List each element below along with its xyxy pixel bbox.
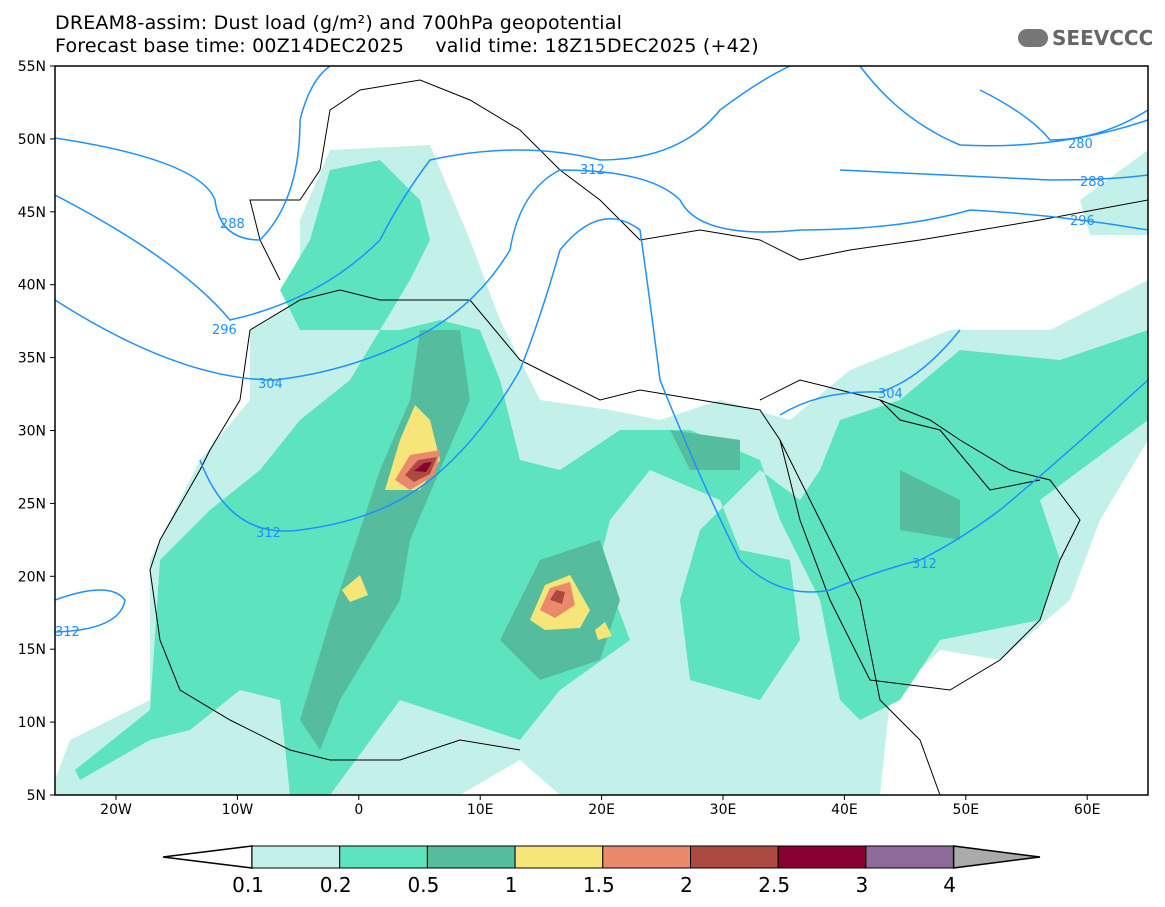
lat-label: 20N bbox=[18, 569, 46, 585]
colorbar-swatch bbox=[426, 845, 516, 869]
lat-label: 15N bbox=[18, 642, 46, 658]
contour-label: 312 bbox=[912, 557, 937, 572]
lat-label: 25N bbox=[18, 496, 46, 512]
lat-label: 40N bbox=[18, 278, 46, 294]
colorbar-swatch bbox=[514, 845, 604, 869]
dust-level-2.5 bbox=[414, 462, 432, 472]
lat-label: 55N bbox=[18, 59, 46, 75]
colorbar-tick-label: 0.2 bbox=[320, 873, 352, 897]
lat-label: 35N bbox=[18, 351, 46, 367]
colorbar-swatch bbox=[690, 845, 779, 869]
map-subtitle: Forecast base time: 00Z14DEC2025 valid t… bbox=[55, 35, 759, 57]
colorbar-over-arrow bbox=[952, 845, 1041, 869]
map-title: DREAM8-assim: Dust load (g/m²) and 700hP… bbox=[55, 12, 623, 34]
longitude-labels: 20W 10W 0 10E 20E 30E 40E 50E 60E bbox=[100, 795, 1101, 818]
colorbar-tick-label: 2 bbox=[680, 873, 693, 897]
colorbar-swatch bbox=[865, 845, 955, 869]
colorbar-swatch bbox=[602, 845, 691, 869]
contour-label: 312 bbox=[256, 526, 281, 541]
colorbar-tick-label: 3 bbox=[856, 873, 869, 897]
geopotential-contours bbox=[55, 66, 1148, 633]
contour-label: 304 bbox=[258, 377, 283, 392]
contour-label: 288 bbox=[1080, 175, 1105, 190]
contour-label: 312 bbox=[55, 625, 80, 640]
colorbar-swatch bbox=[777, 845, 867, 869]
lon-label: 10W bbox=[222, 802, 254, 818]
colorbar-tick-label: 0.5 bbox=[407, 873, 439, 897]
dust-level-2 bbox=[405, 457, 565, 604]
contour-label: 280 bbox=[1068, 137, 1093, 152]
lon-label: 20E bbox=[588, 802, 615, 818]
lat-label: 5N bbox=[27, 788, 46, 804]
colorbar-tick-label: 0.1 bbox=[232, 873, 264, 897]
contour-label: 304 bbox=[878, 387, 903, 402]
contour-label: 296 bbox=[212, 323, 237, 338]
colorbar-tick-label: 2.5 bbox=[758, 873, 790, 897]
dust-level-0.1-east bbox=[1080, 150, 1148, 235]
lat-label: 50N bbox=[18, 132, 46, 148]
colorbar-tick-label: 1.5 bbox=[583, 873, 615, 897]
lat-label: 10N bbox=[18, 715, 46, 731]
colorbar-swatch bbox=[339, 845, 428, 869]
lon-label: 40E bbox=[831, 802, 858, 818]
lat-label: 45N bbox=[18, 205, 46, 221]
logo-text: SEEVCCC bbox=[1052, 26, 1154, 50]
lon-label: 50E bbox=[952, 802, 979, 818]
colorbar-tick-label: 4 bbox=[943, 873, 956, 897]
seevccc-logo: SEEVCCC bbox=[1018, 26, 1153, 50]
lon-label: 0 bbox=[354, 802, 363, 818]
latitude-labels: 55N 50N 45N 40N 35N 30N 25N 20N 15N 10N 5N bbox=[18, 59, 55, 804]
lon-label: 20W bbox=[100, 802, 132, 818]
contour-labels: 288 296 304 312 312 312 312 304 280 288 … bbox=[55, 137, 1105, 640]
lon-label: 30E bbox=[710, 802, 737, 818]
colorbar: 0.1 0.2 0.5 1 1.5 2 2.5 3 4 bbox=[162, 845, 1041, 897]
contour-label: 288 bbox=[220, 217, 245, 232]
dust-field bbox=[55, 145, 1148, 795]
contour-label: 296 bbox=[1070, 214, 1095, 229]
contour-label: 312 bbox=[580, 163, 605, 178]
lon-label: 10E bbox=[467, 802, 494, 818]
lon-label: 60E bbox=[1074, 802, 1101, 818]
colorbar-swatch bbox=[251, 845, 341, 869]
colorbar-tick-label: 1 bbox=[505, 873, 518, 897]
cloud-icon bbox=[1018, 29, 1048, 47]
colorbar-under-arrow bbox=[162, 845, 253, 869]
lat-label: 30N bbox=[18, 424, 46, 440]
